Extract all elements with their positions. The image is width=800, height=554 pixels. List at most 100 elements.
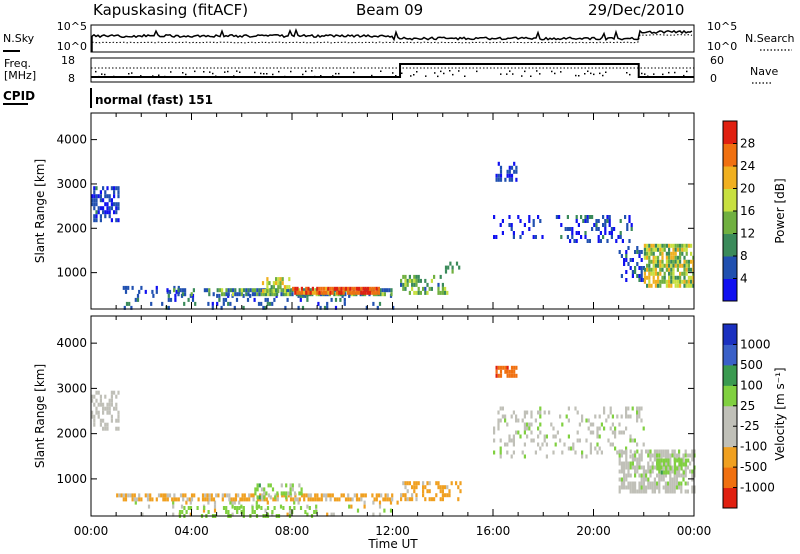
velocity-cell [660, 465, 663, 470]
power-cell [113, 202, 116, 207]
velocity-cell [691, 477, 694, 482]
velocity-cell [675, 453, 678, 458]
power-cell [99, 214, 102, 219]
velocity-cell [298, 491, 301, 496]
power-cell [676, 283, 679, 288]
velocity-cell [110, 394, 113, 399]
velocity-cell [530, 410, 533, 415]
power-cell [108, 194, 111, 199]
velocity-cell [623, 461, 626, 466]
power-cell [597, 219, 600, 223]
power-colorbar-swatch [723, 211, 737, 234]
power-cell [353, 286, 356, 291]
power-cell [663, 263, 666, 268]
velocity-cell [651, 485, 654, 490]
time-tick-label: 20:00 [576, 524, 611, 538]
power-cell [674, 247, 677, 252]
power-cell [575, 231, 578, 235]
velocity-cell [380, 493, 383, 498]
velocity-cell [603, 410, 606, 415]
power-cell [191, 293, 195, 298]
power-cell [113, 210, 116, 215]
power-cell [216, 293, 219, 298]
power-cell [634, 266, 637, 270]
power-cell [415, 278, 418, 283]
power-cell [521, 231, 524, 235]
power-cell [670, 255, 673, 260]
power-cell [674, 279, 677, 284]
power-cell [227, 288, 230, 293]
power-cell [253, 297, 256, 302]
power-cell [365, 305, 368, 310]
power-cell [604, 219, 607, 223]
velocity-cell [550, 422, 553, 427]
velocity-cell [633, 450, 636, 455]
power-cell [264, 297, 267, 302]
velocity-cell [662, 473, 665, 478]
power-cell [131, 285, 134, 290]
power-cell [266, 285, 269, 290]
time-tick-label: 16:00 [476, 524, 511, 538]
power-cell [683, 275, 686, 280]
velocity-cell [95, 406, 98, 411]
power-cell [629, 258, 632, 262]
power-cell [648, 283, 651, 288]
power-cell [495, 173, 498, 178]
power-cell [584, 231, 587, 235]
power-cell [665, 255, 668, 260]
noise-left-tick-low: 10^0 [57, 40, 87, 53]
velocity-cell [435, 493, 438, 498]
power-cell [406, 282, 409, 287]
power-cell [227, 292, 230, 297]
power-cell [672, 255, 675, 260]
power-cell [646, 243, 649, 248]
velocity-cell [627, 406, 630, 411]
power-cell [336, 290, 339, 295]
power-cell [218, 297, 221, 302]
velocity-cell [625, 485, 628, 490]
velocity-cell [671, 485, 674, 490]
power-cell [264, 305, 267, 310]
velocity-cell [537, 426, 540, 431]
power-cell [298, 288, 301, 293]
velocity-cell [316, 497, 319, 502]
power-cell [628, 215, 631, 219]
velocity-cell [658, 449, 661, 454]
velocity-cell [164, 493, 167, 498]
velocity-cell [300, 491, 303, 496]
power-cell [659, 267, 662, 272]
power-cell [591, 227, 594, 231]
velocity-cell [636, 489, 639, 494]
power-cell [211, 305, 214, 310]
power-cell [573, 239, 576, 243]
time-axis-label: Time UT [367, 537, 418, 551]
velocity-cell [181, 510, 184, 514]
velocity-cell [589, 446, 592, 451]
velocity-cell [282, 506, 285, 510]
velocity-cell [241, 493, 244, 498]
velocity-colorbar-frame [722, 323, 738, 509]
velocity-cell [433, 497, 436, 502]
cpid-label: CPID [3, 89, 35, 103]
velocity-cell [93, 402, 96, 407]
power-cell [279, 281, 282, 286]
power-cell [415, 282, 418, 287]
velocity-cell [189, 506, 193, 510]
velocity-cell [620, 453, 623, 458]
velocity-cell [665, 458, 668, 463]
nave-dot [239, 71, 241, 73]
velocity-cell [400, 493, 403, 498]
power-cell [211, 301, 214, 306]
power-cell [95, 202, 98, 207]
power-cell [245, 288, 248, 293]
velocity-cell [91, 410, 94, 415]
power-cell [580, 215, 583, 219]
power-cell [277, 277, 280, 282]
velocity-colorbar-swatch [723, 405, 737, 427]
velocity-cell [634, 469, 637, 474]
velocity-cell [662, 462, 666, 467]
velocity-cell [233, 500, 236, 505]
power-cell [102, 198, 105, 203]
power-cell [659, 247, 662, 252]
power-cell [167, 305, 170, 310]
